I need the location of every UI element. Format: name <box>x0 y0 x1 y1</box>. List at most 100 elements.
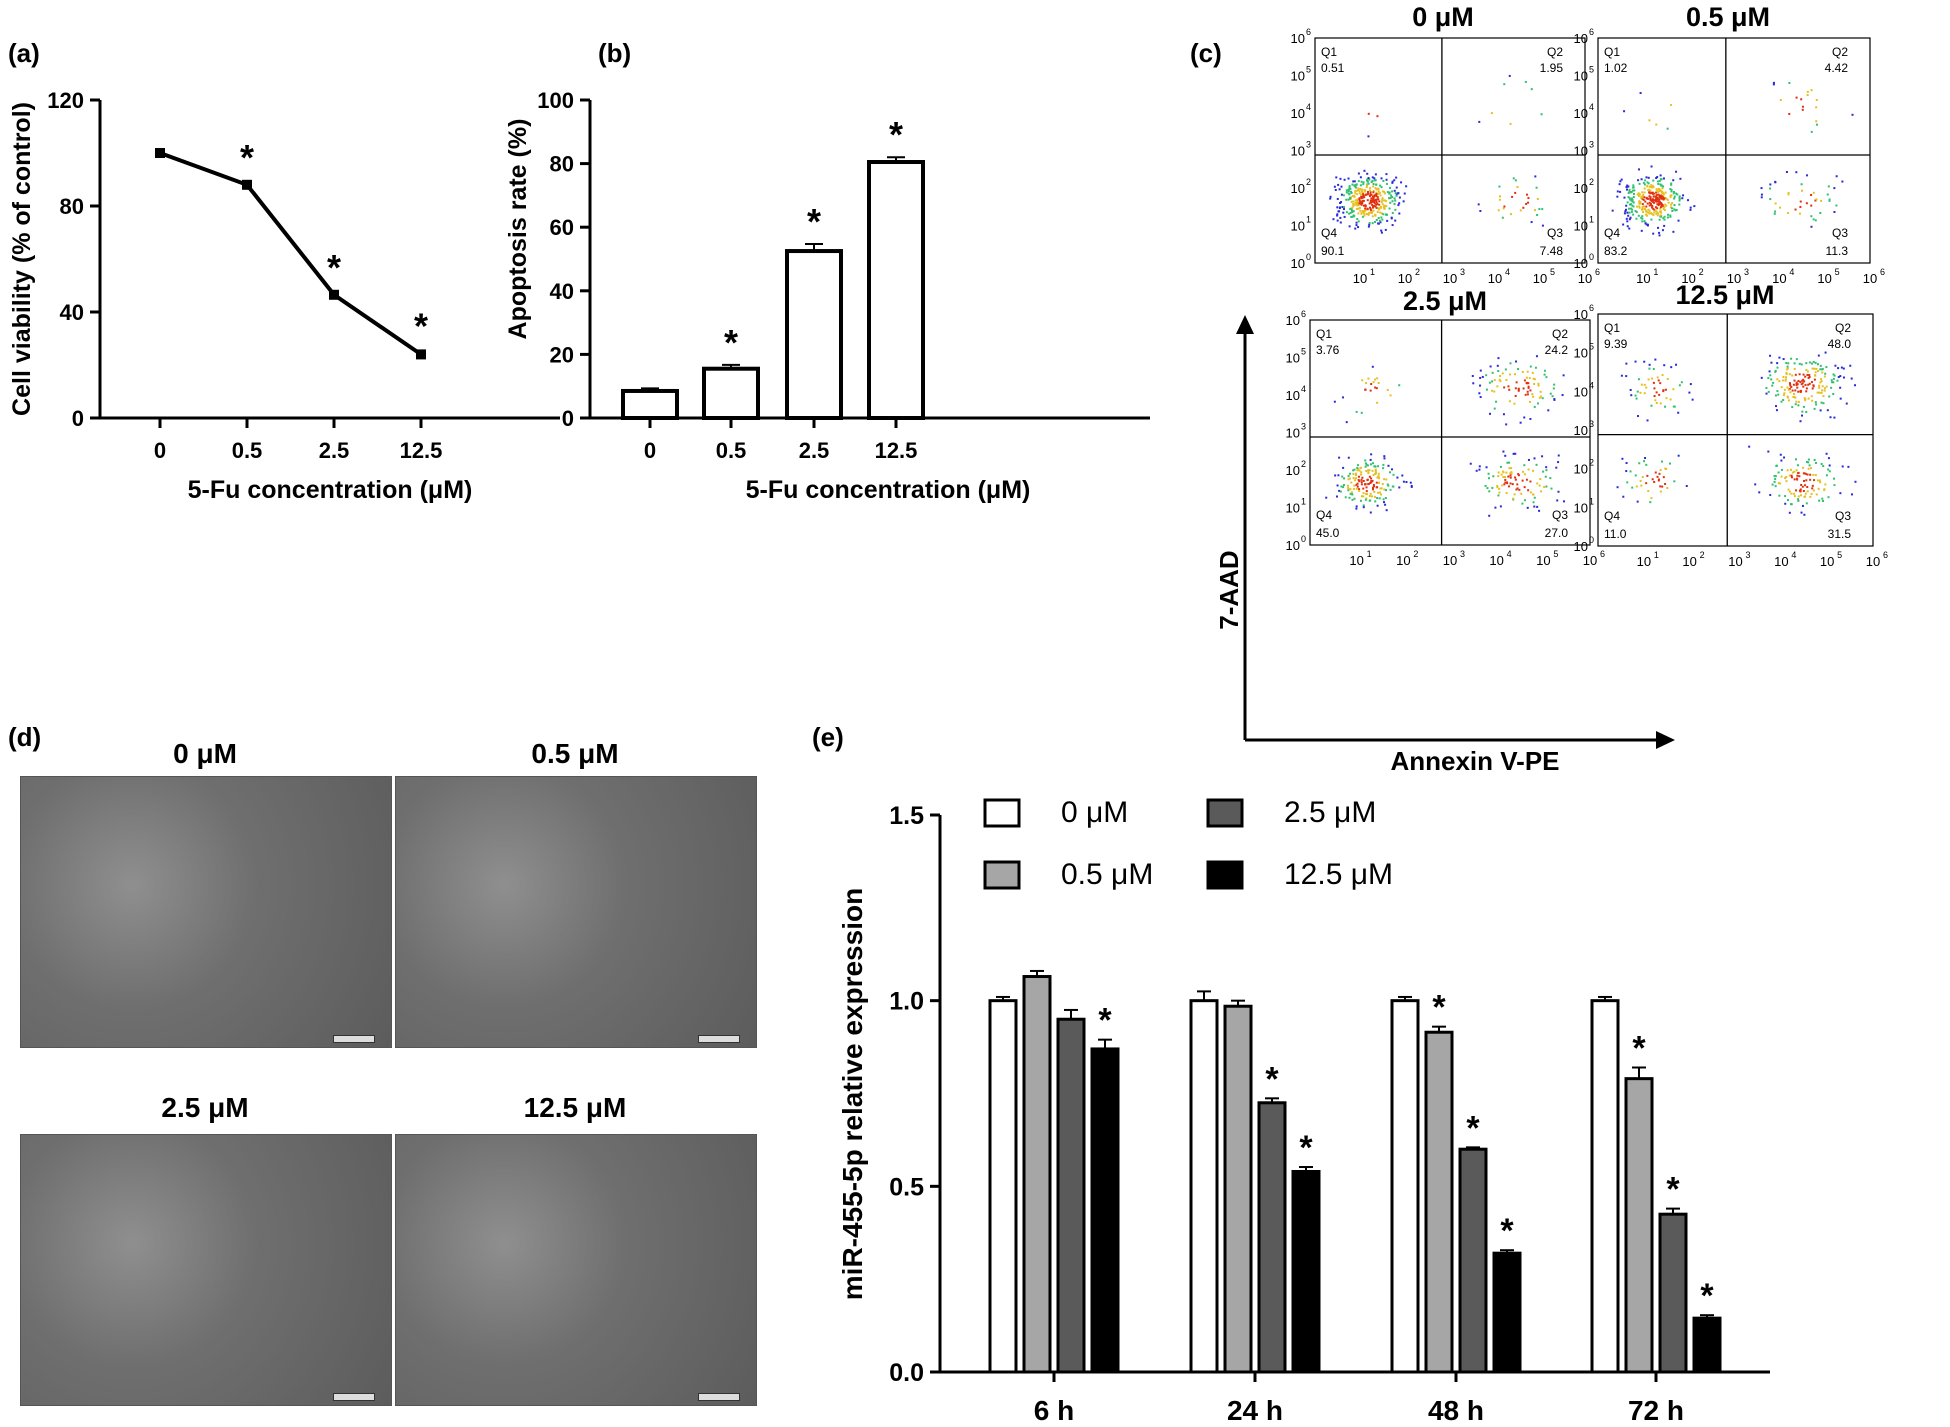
flow-dot <box>1356 193 1359 196</box>
flow-dot <box>1808 464 1811 467</box>
y-tick-label: 10 <box>1286 538 1300 553</box>
flow-dot <box>1385 213 1388 216</box>
flow-dot <box>1828 199 1831 202</box>
flow-dot <box>1514 452 1517 455</box>
flow-dot <box>1516 487 1519 490</box>
flow-dot <box>1637 168 1640 171</box>
flow-dot <box>1819 381 1822 384</box>
flow-dot <box>1365 497 1368 500</box>
flow-dot <box>1376 377 1379 380</box>
flow-dot <box>1651 206 1654 209</box>
flow-dot <box>1659 195 1662 198</box>
flow-plot-title: 2.5 μM <box>1403 286 1487 316</box>
flow-dot <box>1538 208 1541 211</box>
flow-dot <box>1380 231 1383 234</box>
flow-dot <box>1841 180 1844 183</box>
flow-dot <box>1670 189 1673 192</box>
x-tick-label: 10 <box>1578 271 1592 286</box>
flow-dot <box>1360 473 1363 476</box>
flow-dot <box>1511 483 1514 486</box>
flow-dot <box>1366 208 1369 211</box>
flow-dot <box>1811 399 1814 402</box>
flow-dot <box>1671 209 1674 212</box>
flow-dot <box>1527 458 1530 461</box>
flow-dot <box>1366 478 1369 481</box>
y-axis-label: miR-455-5p relative expression <box>837 888 868 1300</box>
flow-dot <box>1658 189 1661 192</box>
x-tick-label: 0.5 <box>232 438 263 463</box>
flow-dot <box>1349 196 1352 199</box>
flow-dot <box>1528 377 1531 380</box>
flow-dot <box>1661 205 1664 208</box>
flow-dot <box>1366 207 1369 210</box>
flow-dot <box>1791 471 1794 474</box>
flow-dot <box>1827 457 1830 460</box>
flow-dot <box>1340 201 1343 204</box>
flow-dot <box>1385 509 1388 512</box>
flow-dot <box>1383 207 1386 210</box>
flow-dot <box>1656 196 1659 199</box>
flow-dot <box>1787 388 1790 391</box>
flow-dot <box>1780 459 1783 462</box>
flow-dot <box>1669 214 1672 217</box>
flow-dot <box>1379 211 1382 214</box>
flow-dot <box>1658 234 1661 237</box>
x-tick-exponent: 3 <box>1746 550 1751 560</box>
flow-dot <box>1359 201 1362 204</box>
bar <box>1458 1147 1488 1374</box>
flow-dot <box>1498 487 1501 490</box>
flow-dot <box>1364 209 1367 212</box>
flow-dot <box>1369 499 1372 502</box>
x-tick-exponent: 2 <box>1700 550 1705 560</box>
flow-dot <box>1784 378 1787 381</box>
flow-dot <box>1502 207 1505 210</box>
flow-dot <box>1336 213 1339 216</box>
flow-dot <box>1653 199 1656 202</box>
flow-dot <box>1810 225 1813 228</box>
flow-dot <box>1650 186 1653 189</box>
flow-dot <box>1336 206 1339 209</box>
flow-dot <box>1804 399 1807 402</box>
y-tick-exponent: 1 <box>1301 497 1306 507</box>
flow-dot <box>1526 506 1529 509</box>
flow-dot <box>1378 477 1381 480</box>
y-tick-exponent: 0 <box>1589 252 1594 262</box>
flow-dot <box>1652 213 1655 216</box>
flow-dot <box>1534 366 1537 369</box>
flow-dot <box>1661 204 1664 207</box>
flow-dot <box>1362 193 1365 196</box>
flow-dot <box>1377 192 1380 195</box>
flow-dot <box>1371 203 1374 206</box>
flow-dot <box>1823 488 1826 491</box>
flow-dot <box>1657 189 1660 192</box>
flow-dot <box>1348 193 1351 196</box>
flow-dot <box>1377 465 1380 468</box>
flow-dot <box>1810 381 1813 384</box>
flow-dot <box>1800 183 1803 186</box>
flow-dot <box>1765 392 1768 395</box>
flow-dot <box>1667 201 1670 204</box>
x-tick-label: 10 <box>1681 271 1695 286</box>
flow-dot <box>1646 214 1649 217</box>
flow-dot <box>1652 185 1655 188</box>
flow-dot <box>1371 486 1374 489</box>
flow-dot <box>1380 493 1383 496</box>
flow-dot <box>1373 495 1376 498</box>
flow-dot <box>1510 467 1513 470</box>
flow-dot <box>1361 379 1364 382</box>
flow-dot <box>1356 202 1359 205</box>
y-tick-label: 100 <box>537 88 574 113</box>
flow-dot <box>1370 481 1373 484</box>
quadrant-name: Q3 <box>1832 226 1848 240</box>
flow-dot <box>1351 195 1354 198</box>
flow-dot <box>1358 198 1361 201</box>
flow-dot <box>1811 367 1814 370</box>
quadrant-value-q3: 31.5 <box>1828 527 1852 541</box>
flow-dot <box>1625 217 1628 220</box>
flow-dot <box>1335 176 1338 179</box>
flow-dot <box>1659 178 1662 181</box>
flow-dot <box>1678 199 1681 202</box>
flow-dot <box>1503 483 1506 486</box>
flow-dot <box>1802 378 1805 381</box>
flow-dot <box>1374 386 1377 389</box>
